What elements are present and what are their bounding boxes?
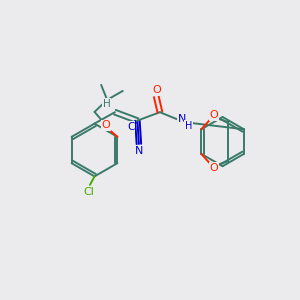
Text: O: O <box>210 163 219 173</box>
Text: O: O <box>102 120 110 130</box>
Text: N: N <box>135 146 143 156</box>
Text: N: N <box>178 114 186 124</box>
Text: C: C <box>127 122 134 132</box>
Text: Cl: Cl <box>83 187 94 197</box>
Text: O: O <box>210 110 219 120</box>
Text: H: H <box>185 121 192 131</box>
Text: O: O <box>152 85 161 95</box>
Text: H: H <box>103 99 110 109</box>
